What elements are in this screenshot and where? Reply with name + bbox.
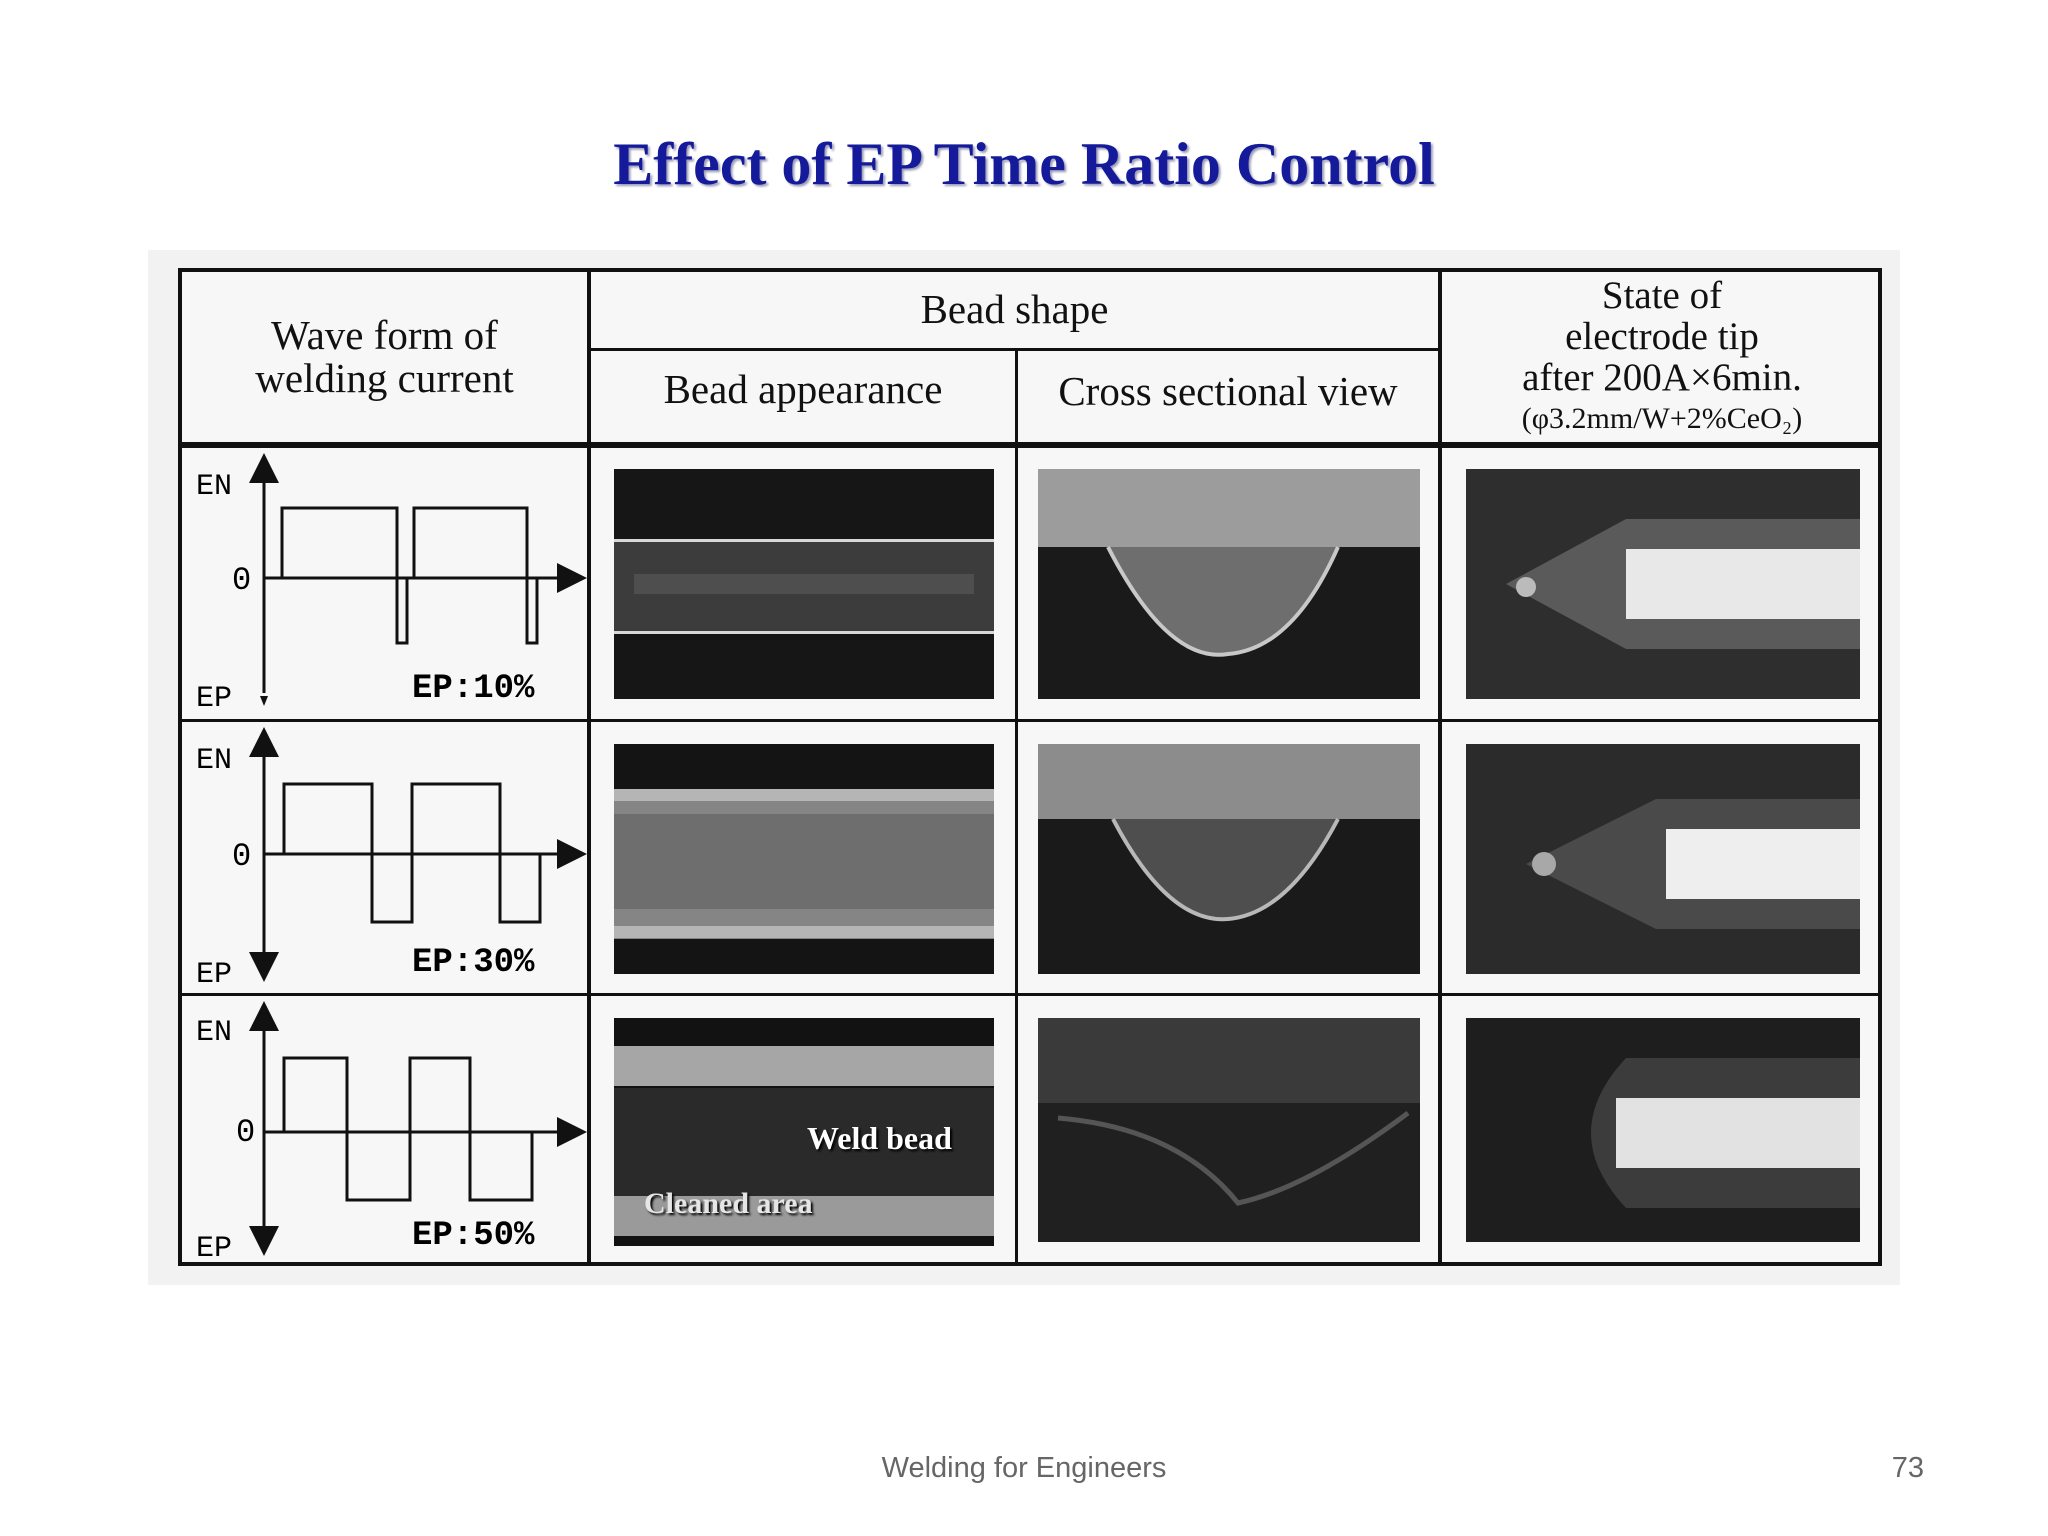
en-label-1: EN [196,470,233,504]
electrode-tip-photo-2 [1466,744,1860,974]
cross-section-photo-1 [1038,469,1420,699]
waveform-plot-1 [249,453,587,706]
waveform-row-1 [182,448,587,719]
footer-text: Welding for Engineers [881,1452,1167,1484]
ep-label-1: EP [196,682,233,716]
header-bead-appearance: Bead appearance [663,366,943,412]
header-cross-section: Cross sectional view [1058,368,1398,414]
waveform-row-3 [182,996,587,1262]
header-waveform: Wave form of welding current [255,312,514,402]
electrode-tip-photo-3 [1466,1018,1860,1242]
row-divider-1 [182,719,1882,722]
ep-label-3: EP [196,1232,233,1266]
col-divider-1 [587,272,591,1262]
electrode-state-line4: (φ3.2mm/W+2%CeO₂) [1521,401,1803,435]
cleaned-area-label: Cleaned area [644,1187,813,1220]
slide-title: Effect of EP Time Ratio Control [613,131,1435,197]
row-divider-2 [182,993,1882,996]
en-label-3: EN [196,1016,233,1050]
subheader-divider [587,348,1438,351]
cross-section-photo-2 [1038,744,1420,974]
bead-appearance-photo-1 [614,469,994,699]
ep-ratio-label-1: EP:10% [412,670,535,708]
bead-appearance-photo-2 [614,744,994,974]
cross-section-photo-3 [1038,1018,1420,1242]
zero-label-3: 0 [236,1114,256,1151]
electrode-tip-photo-1 [1466,469,1860,699]
ep-ratio-label-3: EP:50% [412,1217,535,1255]
comparison-table: Wave form of welding current Bead shape … [178,268,1882,1266]
zero-label-1: 0 [232,562,252,599]
col-divider-3 [1438,272,1442,1262]
zero-label-2: 0 [232,838,252,875]
header-divider [182,442,1882,448]
waveform-plot-2 [249,727,587,982]
ep-label-2: EP [196,958,233,992]
electrode-state-line3: after 200A×6min. [1522,355,1802,399]
electrode-state-line1: State of [1601,274,1723,317]
weld-bead-label: Weld bead [807,1120,952,1156]
bead-appearance-photo-3 [614,1018,994,1246]
page-number: 73 [1891,1452,1924,1484]
waveform-plot-3 [249,1001,587,1256]
en-label-2: EN [196,744,233,778]
header-electrode-state: State of electrode tip after 200A×6min. … [1442,274,1882,435]
electrode-state-line2: electrode tip [1565,314,1759,358]
col-divider-2 [1015,348,1018,1262]
header-bead-shape: Bead shape [920,286,1109,332]
waveform-row-2 [182,722,587,993]
ep-ratio-label-2: EP:30% [412,944,535,982]
